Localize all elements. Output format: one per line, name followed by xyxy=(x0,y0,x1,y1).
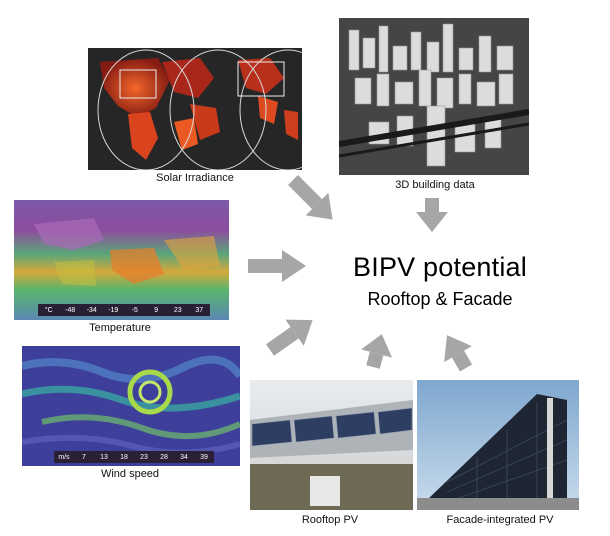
3d-building-render xyxy=(339,18,529,175)
solar-irradiance-map xyxy=(88,48,302,170)
arrow-solar-to-center xyxy=(288,175,333,220)
arrow-wind-to-center xyxy=(265,319,313,356)
wind-legend-tick: 7 xyxy=(82,453,86,461)
temperature-legend-tick: -19 xyxy=(108,306,119,314)
wind-legend-unit: m/s xyxy=(58,453,70,461)
wind-speed-map-graphic xyxy=(22,346,240,466)
temperature-legend-unit: °C xyxy=(44,306,53,314)
wind-legend: m/s 7 13 18 23 28 34 39 xyxy=(54,451,214,463)
temperature-legend-tick: -48 xyxy=(65,306,76,314)
wind-speed-caption: Wind speed xyxy=(100,468,160,480)
temperature-legend-tick: 23 xyxy=(173,306,182,314)
wind-legend-tick: 13 xyxy=(100,453,108,461)
wind-legend-tick: 18 xyxy=(120,453,128,461)
temperature-legend: °C -48 -34 -19 -5 9 23 37 xyxy=(38,304,210,316)
temperature-caption: Temperature xyxy=(89,322,151,334)
solar-irradiance-caption: Solar Irradiance xyxy=(156,172,234,184)
wind-legend-tick: 23 xyxy=(140,453,148,461)
temperature-legend-tick: -34 xyxy=(86,306,97,314)
temperature-legend-tick: 37 xyxy=(195,306,204,314)
facade-pv-photo xyxy=(417,380,579,510)
bipv-potential-subtitle: Rooftop & Facade xyxy=(367,289,513,309)
wind-speed-map xyxy=(22,346,240,466)
bipv-potential-title: BIPV potential xyxy=(353,252,527,282)
arrow-facade-to-center xyxy=(444,335,473,372)
building-render-graphic xyxy=(339,18,529,175)
temperature-map xyxy=(14,200,229,320)
temperature-map-graphic xyxy=(14,200,229,320)
solar-map-graphic xyxy=(88,48,302,170)
rooftop-pv-graphic xyxy=(250,380,413,510)
facade-pv-caption: Facade-integrated PV xyxy=(446,514,554,526)
arrow-building-to-center xyxy=(416,198,448,232)
temperature-legend-tick: -5 xyxy=(131,306,138,314)
temperature-legend-tick: 9 xyxy=(154,306,159,314)
arrow-temperature-to-center xyxy=(248,250,306,282)
wind-legend-tick: 34 xyxy=(180,453,188,461)
rooftop-pv-photo xyxy=(250,380,413,510)
arrow-rooftop-to-center xyxy=(361,334,393,369)
rooftop-pv-caption: Rooftop PV xyxy=(301,514,359,526)
wind-legend-tick: 39 xyxy=(200,453,208,461)
wind-legend-tick: 28 xyxy=(160,453,168,461)
facade-pv-graphic xyxy=(417,380,579,510)
3d-building-caption: 3D building data xyxy=(395,179,475,191)
